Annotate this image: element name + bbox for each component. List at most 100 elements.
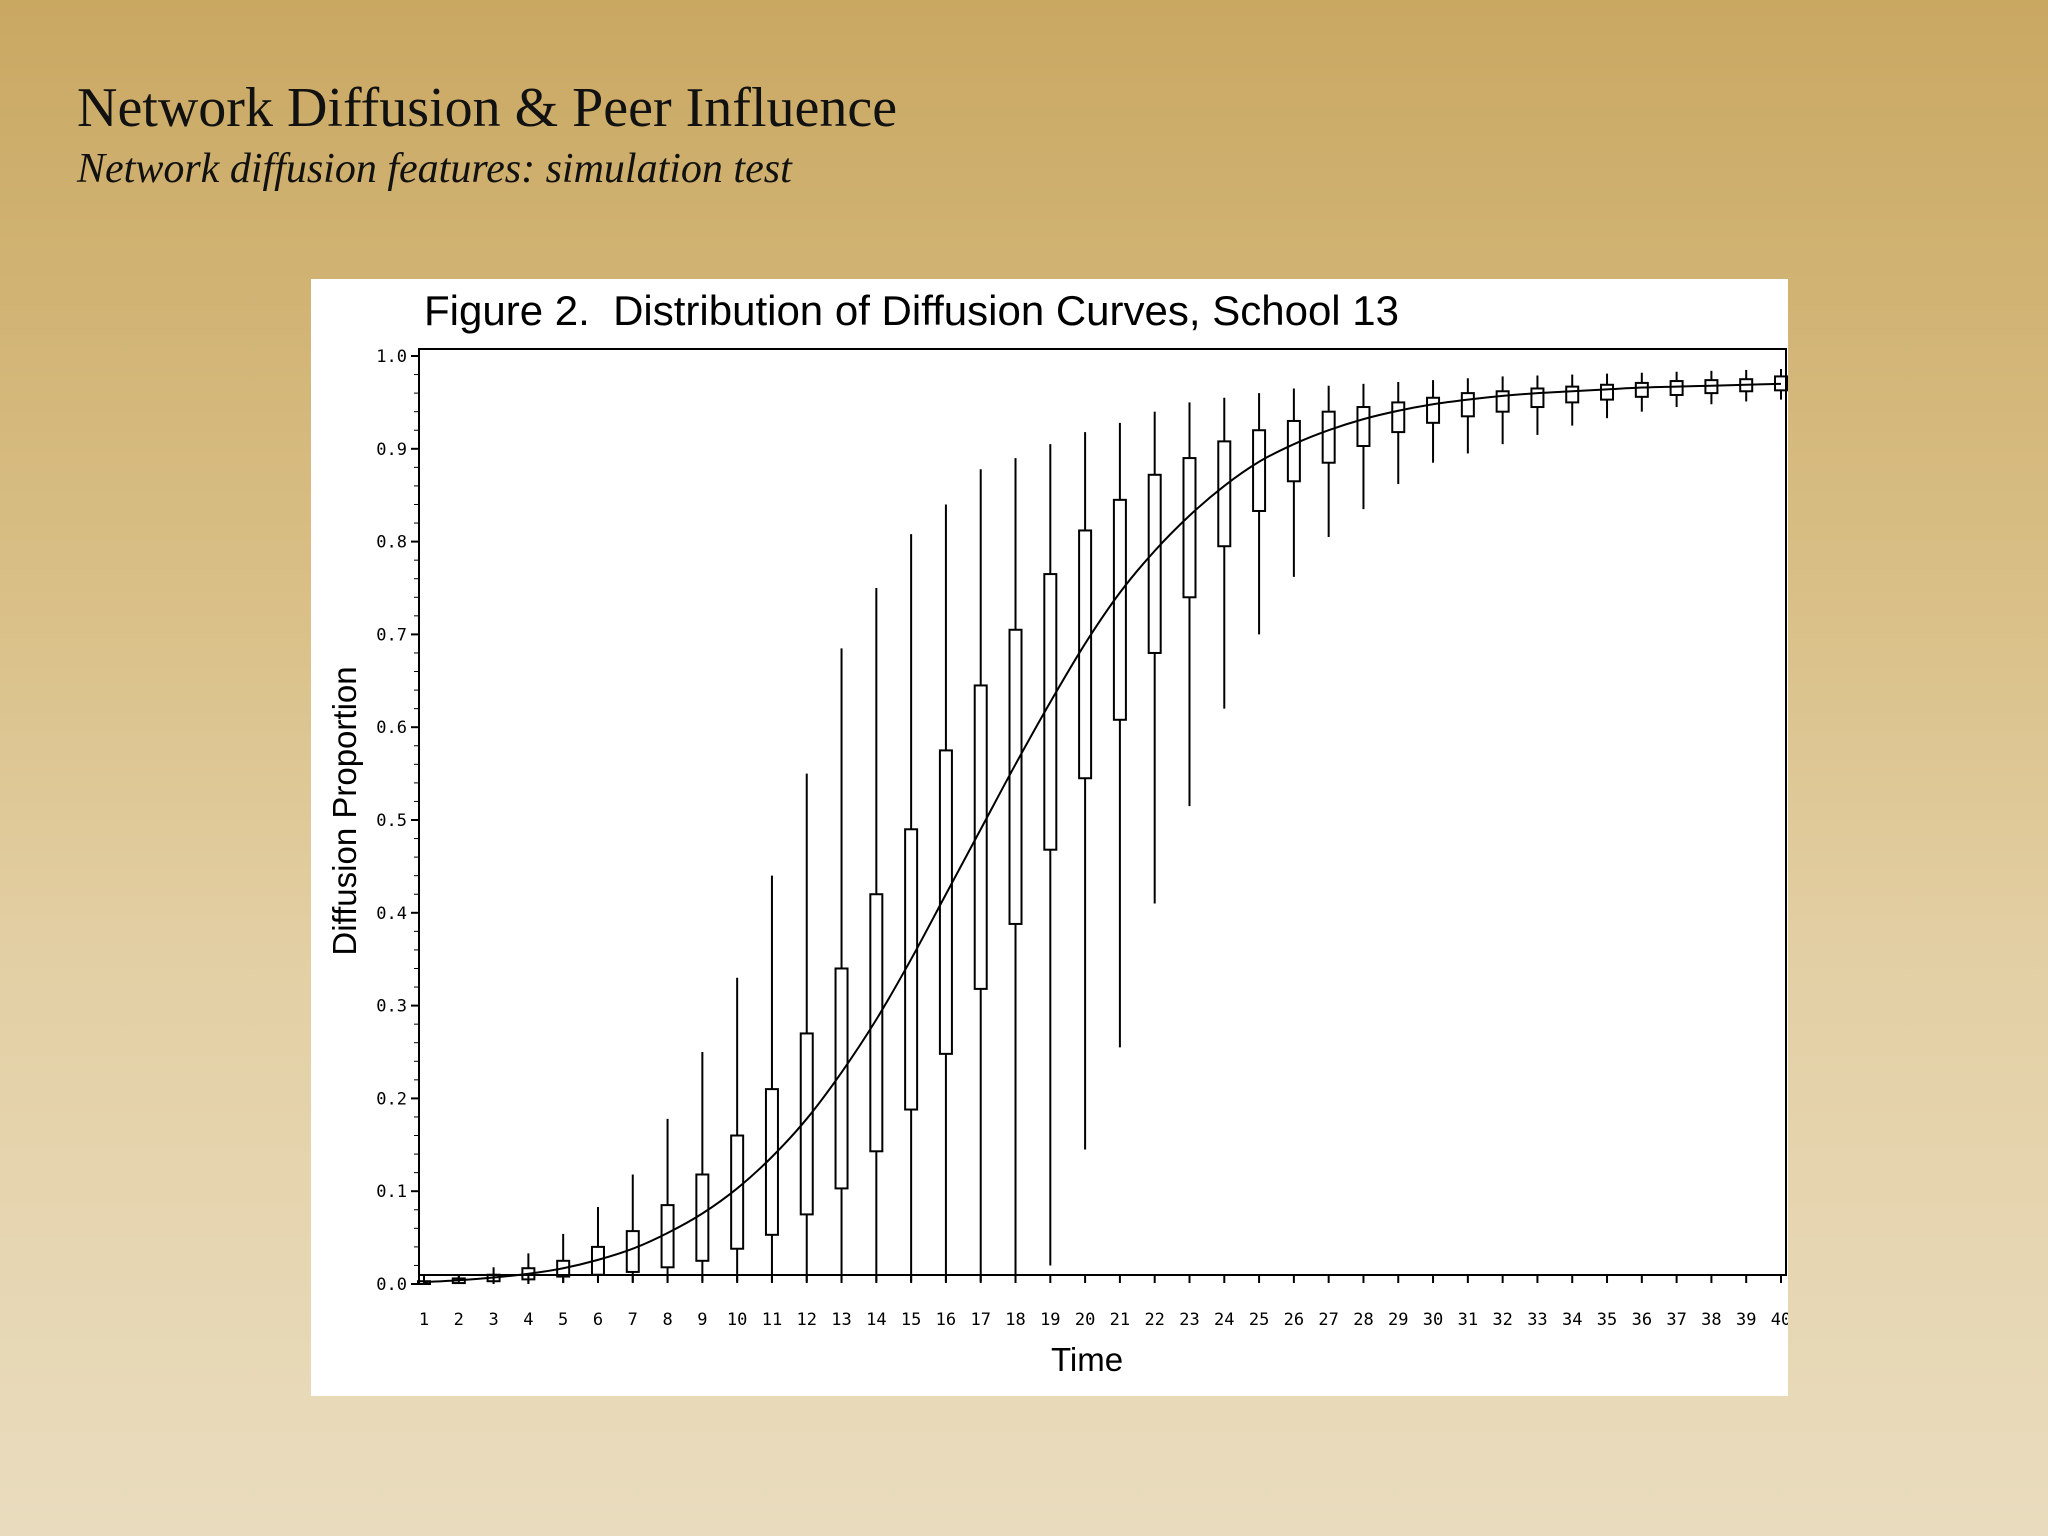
box-t5 — [556, 1233, 571, 1284]
box-iqr — [1426, 396, 1441, 424]
box-iqr — [1286, 419, 1301, 483]
x-tick-label: 1 — [419, 1310, 429, 1330]
x-axis-label: Time — [1051, 1341, 1123, 1378]
box-iqr — [904, 828, 919, 1111]
box-t6 — [590, 1206, 605, 1283]
box-t28 — [1356, 383, 1371, 510]
figure-panel: Figure 2. Distribution of Diffusion Curv… — [311, 279, 1788, 1396]
x-tick-label: 10 — [727, 1310, 747, 1330]
x-tick-label: 20 — [1075, 1310, 1095, 1330]
x-tick-label: 14 — [866, 1310, 886, 1330]
box-t12 — [799, 773, 814, 1282]
x-tick-label: 24 — [1214, 1310, 1234, 1330]
box-iqr — [1182, 457, 1197, 599]
box-t22 — [1147, 411, 1162, 904]
x-tick-label: 35 — [1597, 1310, 1617, 1330]
y-tick-label: 0.0 — [376, 1275, 407, 1295]
box-iqr — [695, 1173, 710, 1262]
y-axis: 0.0 0.1 0.2 0.3 0.4 0.5 0.6 0.7 0.8 0.9 1.0 — [376, 347, 420, 1295]
y-tick-label: 0.4 — [376, 904, 407, 924]
x-tick-label: 22 — [1144, 1310, 1164, 1330]
x-tick-label: 40 — [1771, 1310, 1788, 1330]
box-iqr — [834, 967, 849, 1190]
box-iqr — [1495, 390, 1510, 413]
box-t3 — [486, 1267, 501, 1284]
box-t37 — [1669, 371, 1684, 408]
x-tick-label: 9 — [697, 1310, 707, 1330]
box-t25 — [1252, 393, 1267, 635]
box-t18 — [1008, 458, 1023, 1282]
box-iqr — [799, 1032, 814, 1216]
x-tick-label: 11 — [762, 1310, 782, 1330]
y-tick-label: 0.3 — [376, 997, 407, 1017]
box-iqr — [1460, 392, 1475, 418]
box-t38 — [1704, 370, 1719, 405]
box-t17 — [973, 469, 988, 1282]
x-tick-label: 38 — [1701, 1310, 1721, 1330]
x-tick-label: 15 — [901, 1310, 921, 1330]
box-iqr — [1043, 573, 1058, 851]
y-tick-label: 0.9 — [376, 440, 407, 460]
box-iqr — [1112, 498, 1127, 721]
x-tick-label: 13 — [831, 1310, 851, 1330]
x-tick-label: 17 — [970, 1310, 990, 1330]
x-tick-label: 27 — [1318, 1310, 1338, 1330]
box-t36 — [1634, 372, 1649, 412]
x-tick-label: 16 — [936, 1310, 956, 1330]
y-tick-label: 0.2 — [376, 1089, 407, 1109]
x-tick-label: 3 — [488, 1310, 498, 1330]
x-tick-label: 2 — [454, 1310, 464, 1330]
box-t34 — [1565, 374, 1580, 426]
box-iqr — [1321, 410, 1336, 464]
box-t24 — [1217, 397, 1232, 709]
x-tick-label: 19 — [1040, 1310, 1060, 1330]
box-iqr — [1008, 628, 1023, 925]
y-tick-label: 0.1 — [376, 1182, 407, 1202]
box-iqr — [1600, 383, 1615, 401]
x-tick-label: 21 — [1110, 1310, 1130, 1330]
chart-title: Figure 2. Distribution of Diffusion Curv… — [424, 287, 1399, 334]
x-tick-label: 31 — [1458, 1310, 1478, 1330]
x-tick-label: 8 — [662, 1310, 672, 1330]
y-tick-label: 0.6 — [376, 718, 407, 738]
y-tick-label: 0.7 — [376, 625, 407, 645]
box-t27 — [1321, 385, 1336, 537]
box-iqr — [1147, 473, 1162, 654]
x-tick-label: 23 — [1179, 1310, 1199, 1330]
box-t26 — [1286, 388, 1301, 577]
box-t13 — [834, 648, 849, 1282]
box-iqr — [1669, 380, 1684, 396]
y-axis-label: Diffusion Proportion — [326, 666, 363, 955]
box-t9 — [695, 1052, 710, 1282]
box-t33 — [1530, 375, 1545, 435]
box-t35 — [1600, 373, 1615, 419]
box-iqr — [1217, 440, 1232, 548]
y-tick-label: 0.5 — [376, 811, 407, 831]
box-iqr — [625, 1230, 640, 1273]
x-tick-label: 26 — [1284, 1310, 1304, 1330]
x-tick-label: 33 — [1527, 1310, 1547, 1330]
box-iqr — [1530, 387, 1545, 409]
box-t31 — [1460, 378, 1475, 454]
box-t21 — [1112, 422, 1127, 1048]
y-tick-label: 1.0 — [376, 347, 407, 367]
box-iqr — [1078, 529, 1093, 780]
x-tick-label: 34 — [1562, 1310, 1582, 1330]
x-tick-label: 4 — [523, 1310, 533, 1330]
box-t20 — [1078, 432, 1093, 1150]
box-iqr — [973, 684, 988, 990]
box-t19 — [1043, 444, 1058, 1266]
box-t23 — [1182, 402, 1197, 807]
x-tick-label: 36 — [1632, 1310, 1652, 1330]
slide-subtitle: Network diffusion features: simulation t… — [77, 146, 792, 192]
box-iqr — [660, 1204, 675, 1269]
plot-frame — [418, 348, 1787, 1276]
box-t14 — [869, 588, 884, 1282]
box-t4 — [521, 1253, 536, 1284]
x-tick-label: 5 — [558, 1310, 568, 1330]
box-iqr — [1252, 429, 1267, 512]
x-tick-label: 37 — [1666, 1310, 1686, 1330]
box-iqr — [1565, 385, 1580, 404]
box-t29 — [1391, 381, 1406, 485]
box-series — [417, 368, 1788, 1286]
